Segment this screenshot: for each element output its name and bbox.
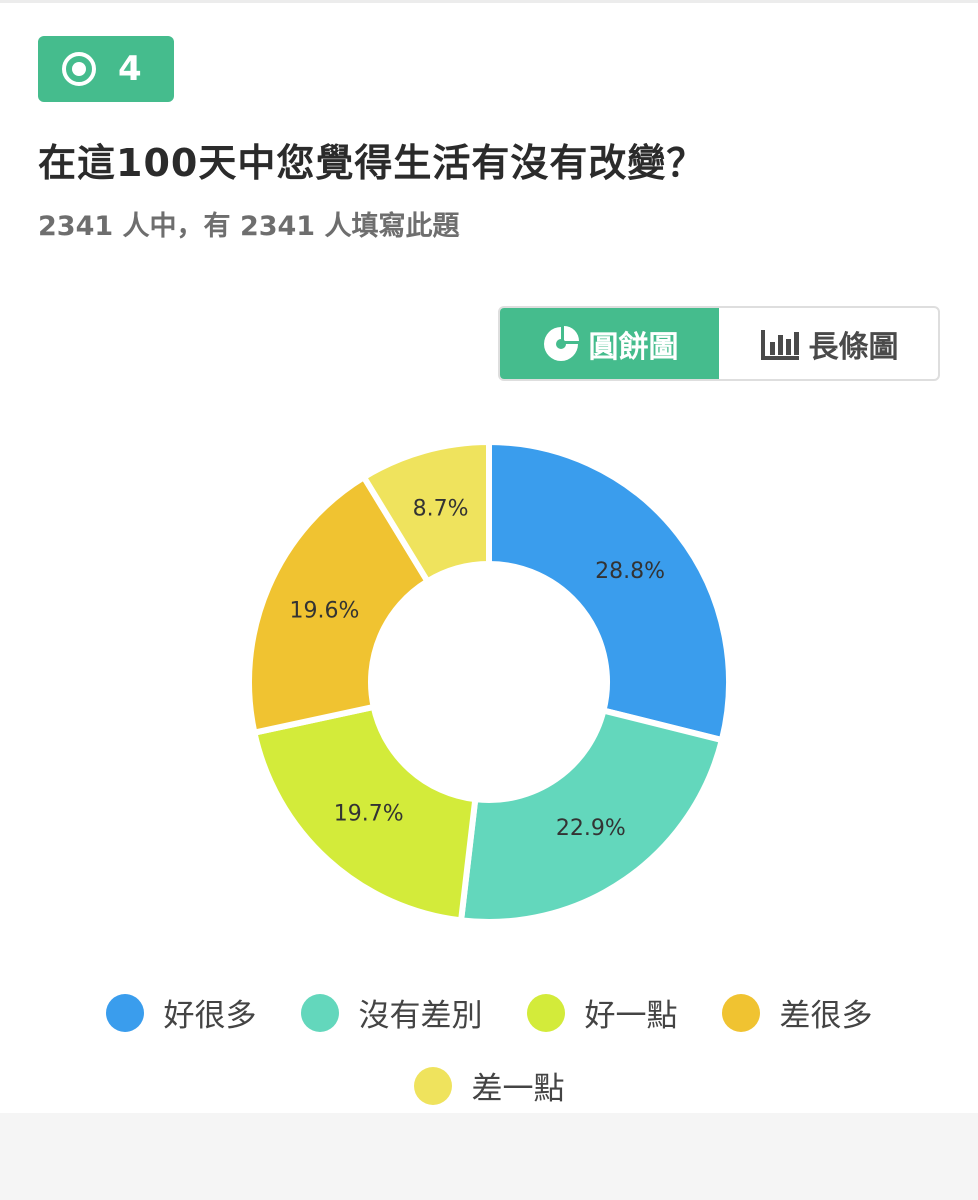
bar-chart-icon (760, 329, 799, 360)
legend-label: 好一點 (584, 998, 678, 1034)
pie-chart-label: 圓餅圖 (588, 329, 679, 365)
pie-chart-button[interactable]: 圓餅圖 (500, 308, 719, 379)
legend-swatch (721, 993, 760, 1032)
legend-swatch (105, 993, 144, 1032)
legend-item-5[interactable]: 差一點 (413, 1063, 565, 1108)
chart-legend: 好很多 沒有差別 好一點 差很多差一點 (60, 990, 918, 1108)
donut-chart: 28.8% 22.9% 19.7% 19.6% 8.7% (0, 420, 978, 940)
pie-slice-2[interactable] (458, 707, 725, 925)
pie-slice-3[interactable] (251, 703, 479, 924)
legend-label: 差一點 (471, 1071, 565, 1107)
legend-swatch (526, 993, 565, 1032)
legend-item-2[interactable]: 沒有差別 (300, 990, 483, 1035)
question-title: 在這100天中您覺得生活有沒有改變？ (38, 141, 706, 185)
divider (0, 0, 978, 3)
radio-icon (62, 52, 96, 86)
legend-item-3[interactable]: 好一點 (526, 990, 678, 1035)
donut-chart-svg: 28.8% 22.9% 19.7% 19.6% 8.7% (246, 439, 732, 925)
bar-chart-button[interactable]: 長條圖 (719, 308, 938, 379)
legend-label: 沒有差別 (358, 998, 483, 1034)
legend-item-4[interactable]: 差很多 (721, 990, 873, 1035)
legend-swatch (413, 1066, 452, 1105)
legend-item-1[interactable]: 好很多 (105, 990, 257, 1035)
bar-chart-label: 長條圖 (808, 329, 899, 365)
slice-label-3: 19.7% (334, 802, 404, 827)
pie-slice-5[interactable] (360, 439, 492, 585)
pie-slice-1[interactable] (486, 439, 732, 744)
slice-label-4: 19.6% (290, 598, 360, 623)
response-count: 2341 人中，有 2341 人填寫此題 (38, 211, 460, 242)
slice-label-5: 8.7% (413, 497, 469, 522)
slice-label-2: 22.9% (556, 816, 626, 841)
pie-chart-icon (543, 325, 579, 361)
question-number: 4 (118, 49, 142, 89)
legend-swatch (300, 993, 339, 1032)
question-card: 4 在這100天中您覺得生活有沒有改變？ 2341 人中，有 2341 人填寫此… (0, 0, 978, 1113)
chart-type-toggle: 圓餅圖 長條圖 (498, 306, 940, 381)
legend-label: 差很多 (779, 998, 873, 1034)
pie-slice-4[interactable] (246, 474, 431, 736)
question-badge: 4 (38, 36, 174, 102)
legend-label: 好很多 (163, 998, 257, 1034)
slice-label-1: 28.8% (595, 559, 665, 584)
